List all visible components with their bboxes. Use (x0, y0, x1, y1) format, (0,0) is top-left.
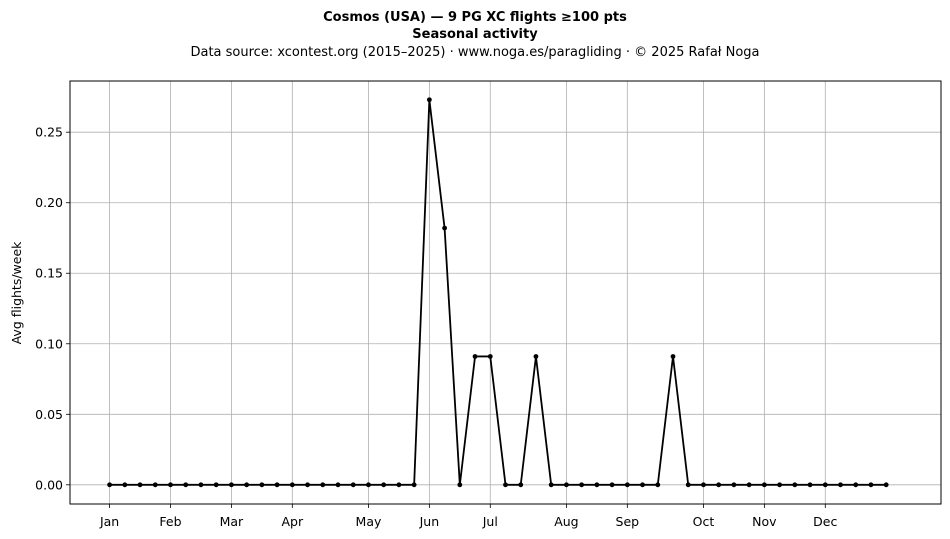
chart-subtitle: Seasonal activity (412, 27, 538, 42)
data-point (137, 482, 143, 488)
data-point (609, 482, 615, 488)
data-point (335, 482, 341, 488)
data-point (381, 482, 387, 488)
y-tick-label: 0.15 (35, 266, 63, 281)
data-point (853, 482, 859, 488)
y-tick-label: 0.20 (35, 195, 63, 210)
data-point (548, 482, 554, 488)
data-point (411, 482, 417, 488)
data-point (168, 482, 173, 488)
data-point (701, 482, 706, 488)
data-point (442, 225, 447, 231)
y-axis-label: Avg flights/week (9, 241, 24, 345)
data-point (685, 482, 691, 488)
data-point (564, 482, 569, 488)
data-point (761, 482, 767, 488)
data-point (792, 482, 798, 488)
data-point (229, 482, 234, 488)
data-point (503, 482, 508, 488)
data-point (244, 482, 250, 488)
data-point (426, 97, 432, 103)
data-point (107, 482, 112, 488)
y-axis: 0.00 0.05 0.10 0.15 0.20 0.25 (35, 125, 70, 492)
x-tick-label: May (356, 514, 382, 529)
data-point (838, 482, 843, 488)
data-point (472, 354, 478, 359)
x-tick-label: Oct (693, 514, 715, 529)
data-point (213, 482, 219, 488)
data-point (868, 482, 874, 488)
data-point (122, 482, 128, 488)
plot-frame (69, 80, 942, 505)
data-point (487, 354, 493, 359)
data-point (883, 482, 889, 488)
data-point (259, 482, 265, 488)
series-line (109, 98, 887, 486)
data-point (350, 482, 356, 488)
data-point (716, 482, 722, 488)
x-tick-label: Jul (482, 514, 498, 529)
data-point (533, 354, 539, 359)
data-point (746, 482, 752, 488)
x-axis: Jan Feb Mar Apr May Jun Jul Aug Sep Oct Nov Dec (99, 504, 837, 529)
data-point (579, 482, 585, 488)
x-tick-label: Apr (282, 514, 304, 529)
data-point (518, 482, 524, 488)
data-point (183, 482, 189, 488)
data-point (777, 482, 782, 488)
data-point (396, 482, 402, 488)
data-point (305, 482, 310, 488)
data-point (624, 482, 630, 488)
y-tick-label: 0.05 (35, 407, 63, 422)
data-point (670, 354, 676, 359)
y-tick-label: 0.10 (35, 336, 63, 351)
data-point (731, 482, 737, 488)
data-point (807, 482, 813, 488)
data-point (152, 482, 158, 488)
data-point (289, 482, 295, 488)
data-point (594, 482, 600, 488)
series-layer (107, 97, 889, 488)
data-point (274, 482, 280, 488)
grid (70, 81, 941, 504)
x-tick-label: Nov (752, 514, 777, 529)
chart-source: Data source: xcontest.org (2015–2025) · … (190, 45, 759, 60)
y-tick-label: 0.00 (35, 477, 63, 492)
data-point (198, 482, 204, 488)
x-tick-label: Dec (813, 514, 837, 529)
data-point (640, 482, 645, 488)
data-point (655, 482, 661, 488)
data-point (320, 482, 326, 488)
x-tick-label: Feb (159, 514, 181, 529)
data-point (366, 482, 371, 488)
x-tick-label: Sep (616, 514, 640, 529)
x-tick-label: Jun (419, 514, 440, 529)
x-tick-label: Mar (220, 514, 244, 529)
x-tick-label: Aug (554, 514, 578, 529)
data-point (822, 482, 828, 488)
chart-title: Cosmos (USA) — 9 PG XC flights ≥100 pts (323, 10, 627, 25)
y-tick-label: 0.25 (35, 125, 63, 140)
data-point (457, 482, 463, 488)
x-tick-label: Jan (99, 514, 119, 529)
